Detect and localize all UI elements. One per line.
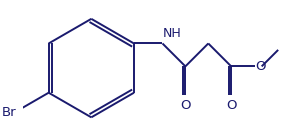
Text: O: O: [255, 60, 266, 73]
Text: O: O: [226, 99, 236, 112]
Text: O: O: [180, 99, 190, 112]
Text: NH: NH: [163, 27, 182, 40]
Text: Br: Br: [1, 106, 16, 119]
